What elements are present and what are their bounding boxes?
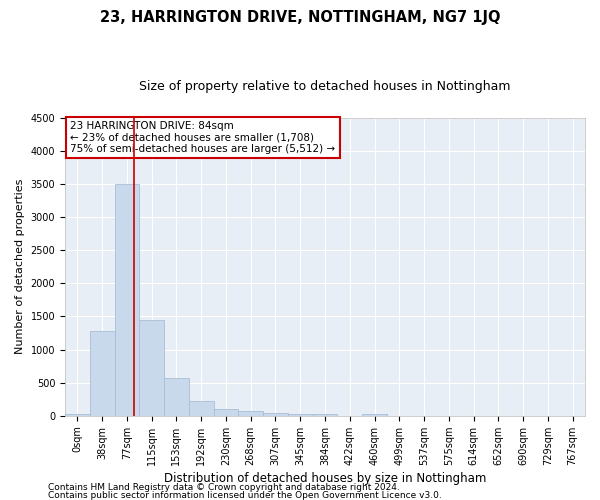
Bar [313,414,337,416]
Title: Size of property relative to detached houses in Nottingham: Size of property relative to detached ho… [139,80,511,93]
Bar [164,378,189,416]
Bar [115,184,139,416]
Text: 23 HARRINGTON DRIVE: 84sqm
← 23% of detached houses are smaller (1,708)
75% of s: 23 HARRINGTON DRIVE: 84sqm ← 23% of deta… [70,121,335,154]
Bar [65,414,90,416]
Bar [288,414,313,416]
Y-axis label: Number of detached properties: Number of detached properties [15,179,25,354]
Text: Contains HM Land Registry data © Crown copyright and database right 2024.: Contains HM Land Registry data © Crown c… [48,484,400,492]
Bar [139,320,164,416]
X-axis label: Distribution of detached houses by size in Nottingham: Distribution of detached houses by size … [164,472,486,485]
Text: Contains public sector information licensed under the Open Government Licence v3: Contains public sector information licen… [48,490,442,500]
Bar [263,412,288,416]
Bar [214,409,238,416]
Bar [238,411,263,416]
Bar [189,401,214,416]
Bar [362,414,387,416]
Text: 23, HARRINGTON DRIVE, NOTTINGHAM, NG7 1JQ: 23, HARRINGTON DRIVE, NOTTINGHAM, NG7 1J… [100,10,500,25]
Bar [90,332,115,416]
